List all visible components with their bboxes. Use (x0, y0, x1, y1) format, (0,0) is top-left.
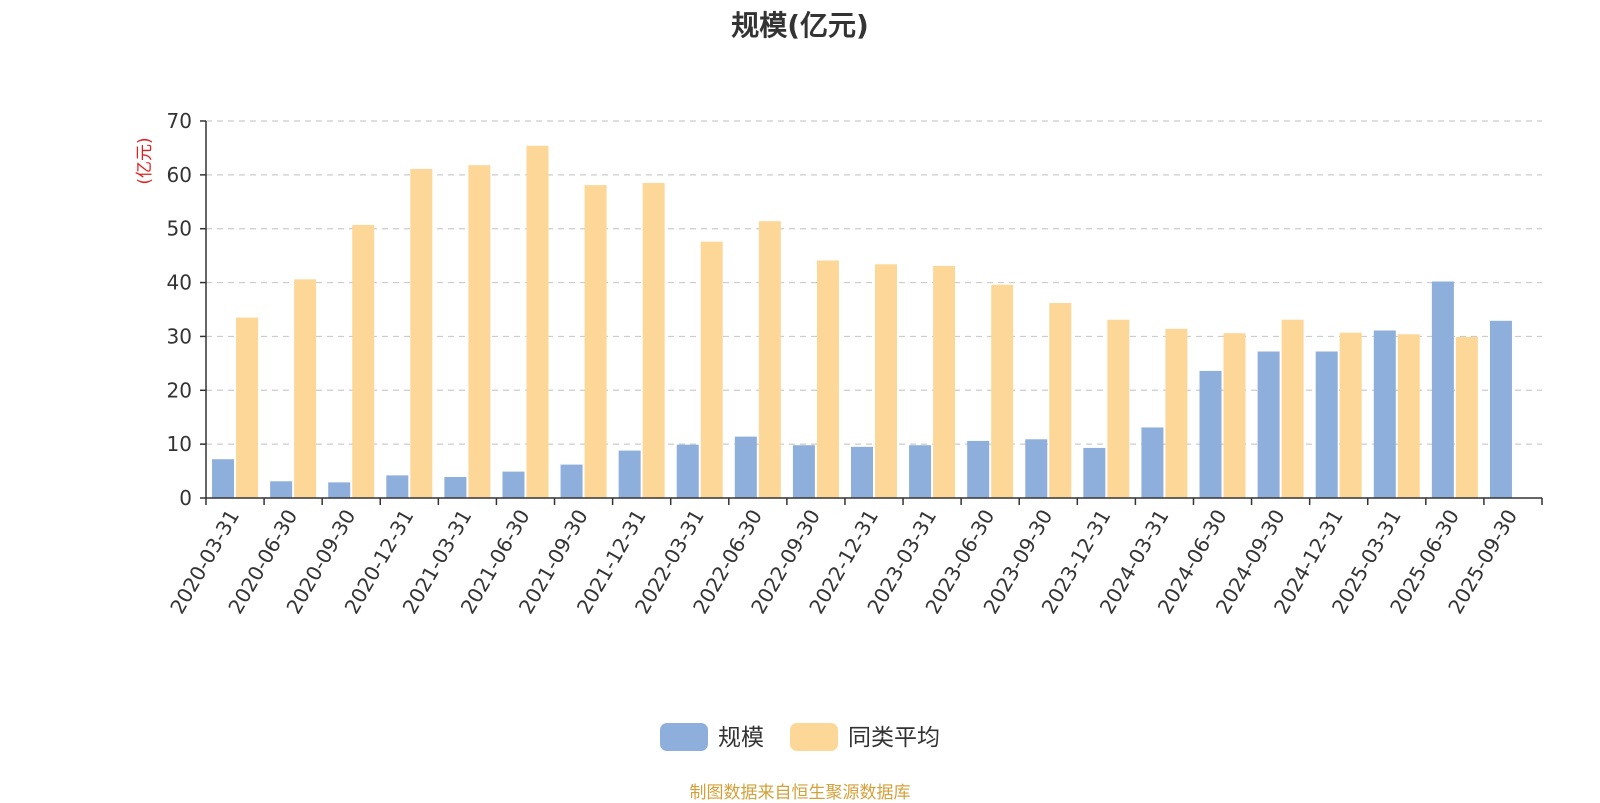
legend-swatch (790, 723, 838, 751)
bar-2021-12-31-scale (618, 450, 641, 498)
bar-2022-12-31-scale (851, 446, 873, 498)
bar-2021-12-31-peer-average (642, 182, 665, 498)
bar-2024-06-30-scale (1199, 370, 1222, 498)
bar-2020-09-30-scale (328, 482, 351, 498)
bar-2023-09-30-scale (1025, 439, 1048, 498)
bar-2020-12-31-peer-average (410, 168, 433, 498)
bar-2020-12-31-scale (386, 475, 409, 498)
bar-2024-09-30-scale (1257, 351, 1280, 498)
legend-item-1[interactable]: 同类平均 (790, 723, 940, 751)
bar-2021-09-30-peer-average (584, 185, 607, 498)
bar-2020-03-31-scale (212, 459, 235, 498)
bar-2020-06-30-peer-average (294, 279, 317, 498)
y-tick-label: 30 (167, 324, 192, 348)
source-note: 制图数据来自恒生聚源数据库 (689, 783, 911, 803)
bar-2021-03-31-scale (444, 476, 467, 498)
legend-label: 规模 (718, 725, 764, 751)
bar-2025-06-30-peer-average (1455, 336, 1478, 498)
bar-2022-03-31-peer-average (700, 241, 723, 498)
bar-2025-03-31-scale (1373, 330, 1396, 498)
bar-2020-09-30-peer-average (352, 224, 375, 499)
legend[interactable]: 规模 同类平均 (660, 723, 940, 751)
bar-2020-06-30-scale (270, 481, 293, 498)
y-tick-label: 0 (179, 486, 192, 510)
bar-2022-09-30-peer-average (816, 260, 839, 498)
bar-2023-06-30-peer-average (991, 284, 1014, 498)
legend-item-0[interactable]: 规模 (660, 723, 764, 751)
chart-title: 规模(亿元) (731, 9, 869, 42)
y-axis-label: (亿元) (135, 137, 155, 184)
bar-2024-12-31-scale (1315, 351, 1338, 498)
bar-2023-03-31-scale (909, 445, 932, 498)
y-tick-label: 20 (167, 378, 192, 402)
bar-2022-06-30-peer-average (758, 221, 781, 498)
legend-label: 同类平均 (848, 725, 940, 751)
y-tick-label: 10 (167, 432, 192, 456)
bar-2024-03-31-scale (1141, 427, 1164, 498)
bar-2023-06-30-scale (967, 440, 990, 498)
bar-2023-12-31-scale (1083, 447, 1106, 498)
bar-2025-06-30-scale (1431, 281, 1454, 498)
y-tick-label: 70 (167, 109, 192, 133)
y-tick-label: 50 (167, 217, 192, 241)
bar-2021-09-30-scale (560, 464, 583, 498)
bar-2022-06-30-scale (734, 436, 757, 498)
legend-swatch (660, 723, 708, 751)
bar-2023-09-30-peer-average (1049, 303, 1072, 498)
bar-2020-03-31-peer-average (236, 317, 259, 498)
bars (212, 145, 1512, 499)
bar-2022-09-30-scale (792, 445, 815, 498)
bar-2022-03-31-scale (676, 444, 699, 498)
bar-2023-12-31-peer-average (1107, 319, 1130, 498)
bar-2021-06-30-peer-average (526, 145, 549, 498)
bar-2024-06-30-peer-average (1223, 333, 1246, 498)
y-tick-label: 40 (167, 271, 192, 295)
bar-2021-06-30-scale (502, 471, 525, 498)
bar-2021-03-31-peer-average (468, 165, 491, 499)
bar-2025-03-31-peer-average (1397, 334, 1420, 498)
bar-2022-12-31-peer-average (875, 264, 897, 498)
bar-2024-12-31-peer-average (1339, 332, 1362, 498)
y-tick-label: 60 (167, 163, 192, 187)
bar-2023-03-31-peer-average (933, 265, 956, 498)
bar-2024-03-31-peer-average (1165, 328, 1188, 498)
bar-2025-09-30-scale (1489, 320, 1512, 498)
bar-2024-09-30-peer-average (1281, 319, 1304, 498)
